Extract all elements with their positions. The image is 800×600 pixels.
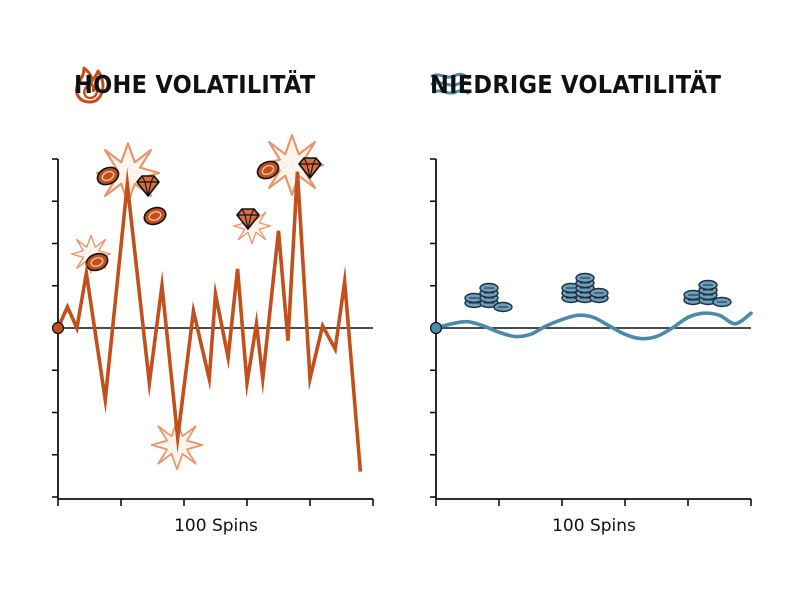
coin-stack-icon <box>589 287 609 304</box>
right-chart-axes <box>430 158 752 506</box>
left-chart-title-block: HOHE VOLATILITÄT <box>74 62 342 106</box>
left-x-axis-label: 100 Spins <box>174 516 258 536</box>
left-start-point <box>51 321 65 335</box>
right-chart-title: NIEDRIGE VOLATILITÄT <box>430 69 722 99</box>
coin-stack-icon <box>712 296 732 308</box>
right-series-line <box>434 311 753 341</box>
wind-icon <box>430 72 472 95</box>
flame-icon <box>75 66 105 104</box>
gem-icon <box>136 175 160 197</box>
left-series <box>51 167 363 472</box>
right-series <box>429 311 753 341</box>
right-chart-decorations <box>464 272 732 313</box>
coin-stack-icon <box>683 289 703 306</box>
left-series-line <box>56 167 363 472</box>
left-chart-title: HOHE VOLATILITÄT <box>74 69 316 99</box>
right-chart-title-block: NIEDRIGE VOLATILITÄT <box>430 62 754 106</box>
coin-stack-icon <box>464 292 484 309</box>
right-x-axis-label: 100 Spins <box>552 516 636 536</box>
right-start-point <box>429 321 443 335</box>
coin-icon <box>141 203 169 229</box>
coin-stack-icon <box>493 301 513 313</box>
